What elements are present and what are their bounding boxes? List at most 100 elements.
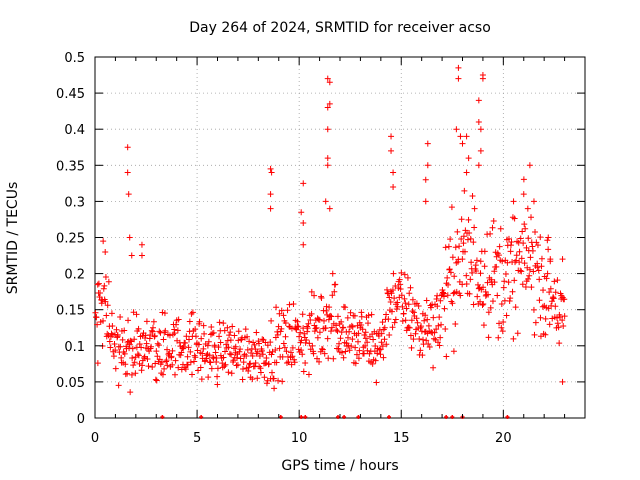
data-point — [520, 191, 527, 198]
data-point — [441, 305, 448, 312]
data-point — [519, 281, 526, 288]
data-point — [489, 224, 496, 231]
data-point — [399, 303, 406, 310]
data-point — [496, 320, 503, 327]
data-point — [278, 325, 285, 332]
data-point — [542, 315, 549, 322]
data-point — [361, 331, 368, 338]
data-point — [310, 350, 317, 357]
data-point — [409, 308, 416, 315]
data-point — [110, 353, 117, 360]
data-point — [561, 313, 568, 320]
data-point — [206, 352, 213, 359]
data-point — [138, 344, 145, 351]
data-point — [235, 328, 242, 335]
data-point — [254, 375, 261, 382]
data-point — [282, 333, 289, 340]
data-point — [450, 348, 457, 355]
data-point — [108, 310, 115, 317]
data-point — [119, 336, 126, 343]
data-point — [414, 319, 421, 326]
data-point — [417, 347, 424, 354]
data-point — [408, 344, 415, 351]
baseline-point — [356, 415, 361, 419]
data-point — [346, 328, 353, 335]
data-point — [430, 364, 437, 371]
y-axis-label: SRMTID / TECUs — [5, 182, 21, 295]
data-point — [92, 309, 99, 316]
data-point — [186, 328, 193, 335]
data-point — [525, 275, 532, 282]
data-point — [328, 324, 335, 331]
data-point — [406, 290, 413, 297]
data-point — [463, 272, 470, 279]
data-point — [468, 259, 475, 266]
data-point — [528, 214, 535, 221]
data-point — [313, 324, 320, 331]
data-point — [298, 347, 305, 354]
grid — [95, 57, 585, 418]
data-point — [179, 344, 186, 351]
data-point — [290, 301, 297, 308]
data-point — [245, 367, 252, 374]
data-point — [449, 254, 456, 261]
data-point — [427, 304, 434, 311]
data-point — [381, 324, 388, 331]
data-point — [215, 344, 222, 351]
data-point — [510, 198, 517, 205]
data-point — [481, 263, 488, 270]
data-point — [227, 337, 234, 344]
data-point — [345, 334, 351, 341]
data-point — [268, 369, 275, 376]
data-point — [422, 198, 429, 205]
data-point — [480, 284, 487, 291]
data-point — [460, 233, 467, 240]
data-point — [326, 100, 333, 107]
x-tick-label: 10 — [291, 431, 308, 446]
data-point — [340, 354, 347, 361]
y-tick-label: 0 — [77, 412, 85, 427]
data-point — [463, 281, 470, 288]
data-point — [403, 327, 410, 334]
data-point — [246, 361, 253, 368]
data-point — [220, 320, 227, 327]
data-point — [477, 126, 484, 133]
data-point — [180, 343, 187, 350]
x-tick-label: 20 — [495, 431, 512, 446]
data-point — [203, 355, 210, 362]
data-point — [498, 324, 505, 331]
baseline-point — [450, 415, 455, 419]
data-point — [308, 288, 315, 295]
data-point — [537, 234, 544, 241]
data-point — [327, 328, 334, 335]
data-point — [308, 310, 315, 317]
data-point — [243, 353, 250, 360]
data-point — [439, 286, 446, 293]
data-point — [423, 337, 430, 344]
data-point — [225, 369, 232, 376]
data-point — [124, 169, 131, 176]
y-tick-label: 0.45 — [56, 87, 85, 102]
data-point — [507, 295, 514, 302]
data-point — [477, 298, 484, 305]
data-point — [342, 348, 349, 355]
baseline-point — [299, 415, 304, 419]
data-point — [402, 317, 409, 324]
data-point — [545, 246, 552, 253]
data-point — [300, 241, 307, 248]
data-point — [138, 241, 145, 248]
data-point — [270, 375, 277, 382]
data-point — [184, 361, 191, 368]
data-point — [224, 324, 231, 331]
data-point — [390, 169, 397, 176]
data-point — [362, 329, 369, 336]
data-point — [493, 263, 500, 270]
data-point — [425, 322, 432, 329]
data-point — [458, 235, 465, 242]
data-point — [244, 346, 251, 353]
data-point — [220, 354, 227, 361]
data-point — [130, 362, 137, 369]
data-point — [181, 364, 188, 371]
data-point — [276, 345, 283, 352]
data-point — [378, 339, 385, 346]
